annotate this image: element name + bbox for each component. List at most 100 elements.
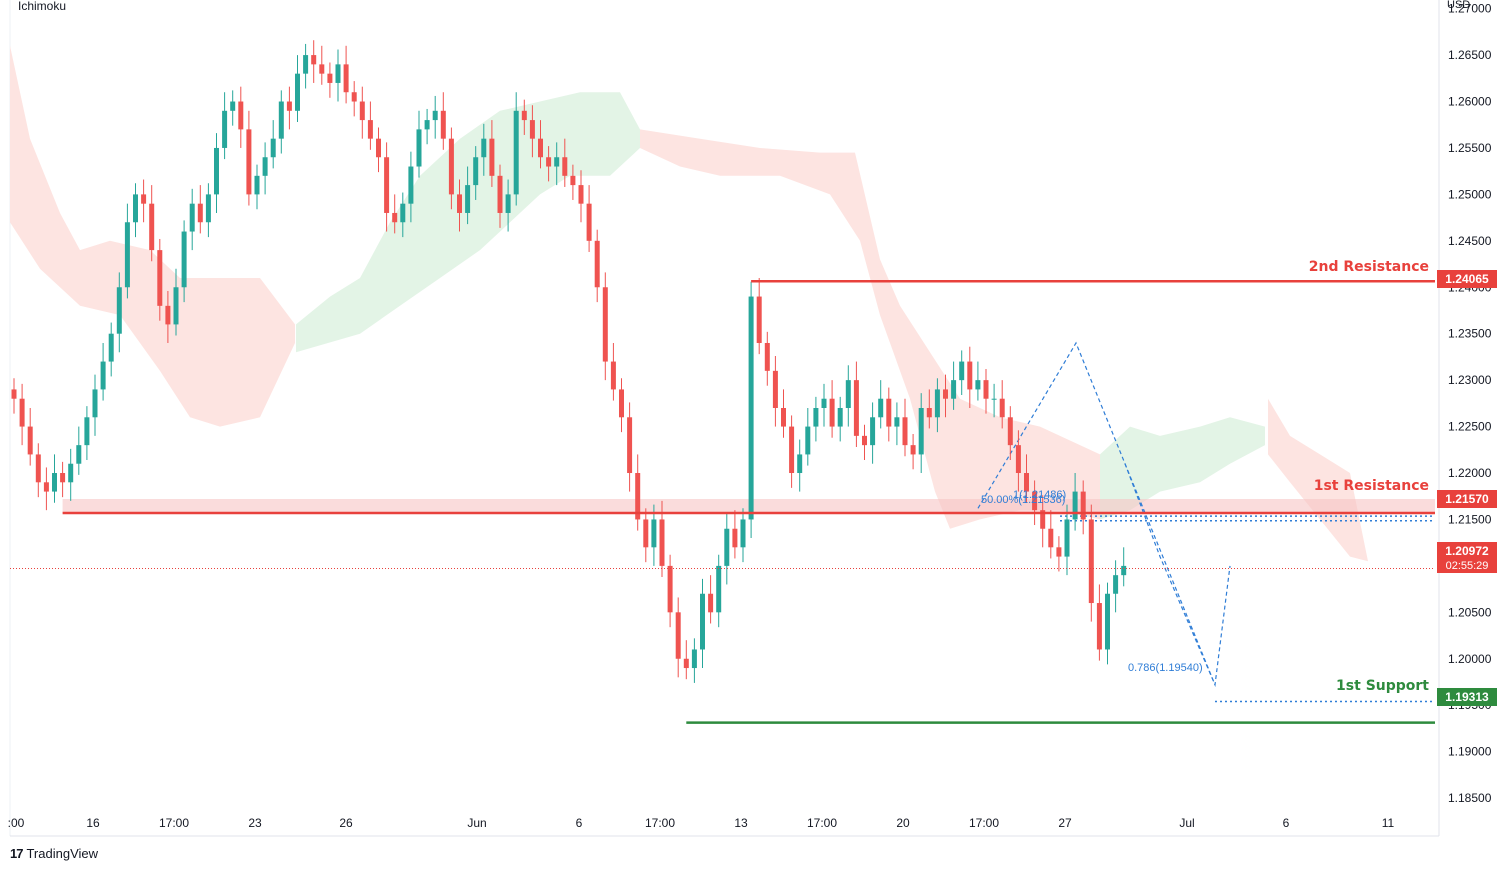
candle [311, 40, 317, 83]
candle [1015, 430, 1021, 492]
candle [1080, 480, 1086, 535]
x-tick-label: 13 [734, 816, 748, 830]
indicator-name[interactable]: Ichimoku [18, 0, 67, 13]
candle [238, 86, 244, 148]
candle [400, 192, 406, 238]
y-tick-label: 1.23000 [1448, 373, 1492, 387]
candle [724, 513, 730, 585]
y-tick-label: 1.25500 [1448, 141, 1492, 155]
x-tick-label: Jun [467, 816, 486, 830]
x-tick-label: 26 [339, 816, 353, 830]
candle [764, 331, 770, 386]
x-tick-label: :00 [8, 816, 25, 830]
candle [303, 43, 309, 89]
candle [1007, 406, 1013, 461]
x-tick-label: 17:00 [807, 816, 837, 830]
candle [959, 350, 965, 395]
candle [505, 179, 511, 232]
level-label-1st-resistance: 1st Resistance [1314, 478, 1429, 494]
candle [1105, 582, 1110, 665]
candle [740, 508, 746, 563]
y-tick-label: 1.27000 [1448, 2, 1492, 16]
candle [392, 194, 398, 234]
ichimoku-cloud [10, 45, 1368, 562]
candle [756, 277, 762, 355]
candle [60, 461, 66, 498]
candle [481, 123, 487, 176]
price-tag-1st-resistance-text: 1.21570 [1445, 492, 1489, 506]
horizontal-levels[interactable] [10, 279, 1435, 724]
fib-pattern-line[interactable] [977, 341, 1231, 688]
candle [457, 179, 462, 232]
candle [683, 640, 689, 680]
x-tick-label: 17:00 [645, 816, 675, 830]
fibonacci-drawing[interactable] [977, 341, 1435, 703]
candle [700, 578, 705, 669]
x-tick-label: 23 [248, 816, 262, 830]
x-tick-label: 17:00 [969, 816, 999, 830]
candle [667, 554, 673, 628]
candle [214, 133, 219, 213]
candle [975, 361, 981, 401]
candle [797, 439, 803, 492]
candle [1064, 504, 1070, 576]
candle [862, 424, 867, 461]
candle [92, 374, 98, 436]
candle [335, 49, 341, 102]
candle [643, 508, 649, 563]
candle [384, 142, 390, 232]
fib-label-0786: 0.786(1.19540) [1128, 662, 1203, 674]
current-price-text: 1.20972 [1445, 544, 1489, 558]
candle [1088, 504, 1094, 622]
candle [813, 396, 819, 442]
price-tag-1st-resistance [1437, 490, 1497, 508]
candle [610, 342, 616, 401]
candle [116, 272, 122, 353]
candle [675, 597, 681, 678]
candle [546, 146, 552, 182]
candle [716, 554, 722, 628]
candle [68, 448, 74, 501]
candle [52, 454, 57, 503]
candle [837, 396, 843, 442]
candle [886, 387, 892, 442]
candle [270, 120, 276, 169]
candle [205, 183, 211, 238]
candle [295, 55, 300, 122]
candle [319, 45, 325, 85]
candle [805, 408, 811, 466]
candle [35, 443, 41, 498]
candle [999, 380, 1005, 429]
level-label-1st-support: 1st Support [1336, 678, 1429, 694]
candle [910, 434, 916, 470]
candle [222, 92, 228, 160]
candle [416, 110, 422, 178]
candle [440, 92, 446, 150]
candle [1048, 510, 1054, 559]
price-tag-2nd-resistance [1437, 270, 1497, 288]
candle [100, 342, 106, 401]
candle [424, 108, 430, 145]
tradingview-brand[interactable]: 17 TradingView [10, 846, 98, 861]
candle [829, 380, 835, 438]
y-tick-label: 1.23500 [1448, 327, 1492, 341]
candle [529, 105, 535, 158]
candle [578, 170, 584, 223]
currency-label: USD [1447, 0, 1471, 11]
candle [943, 374, 948, 418]
candle [1040, 495, 1046, 548]
candle [934, 378, 940, 433]
candle [708, 575, 714, 624]
candle [635, 454, 641, 531]
y-tick-label: 1.20000 [1448, 652, 1492, 666]
candle [602, 272, 608, 381]
x-tick-label: 6 [576, 816, 583, 830]
price-tag-1st-support-text: 1.19313 [1445, 690, 1489, 704]
candle [1113, 560, 1119, 613]
candle [538, 120, 543, 169]
candle [789, 415, 795, 488]
candle [19, 383, 25, 446]
x-tick-label: 17:00 [159, 816, 189, 830]
candle [570, 164, 576, 200]
